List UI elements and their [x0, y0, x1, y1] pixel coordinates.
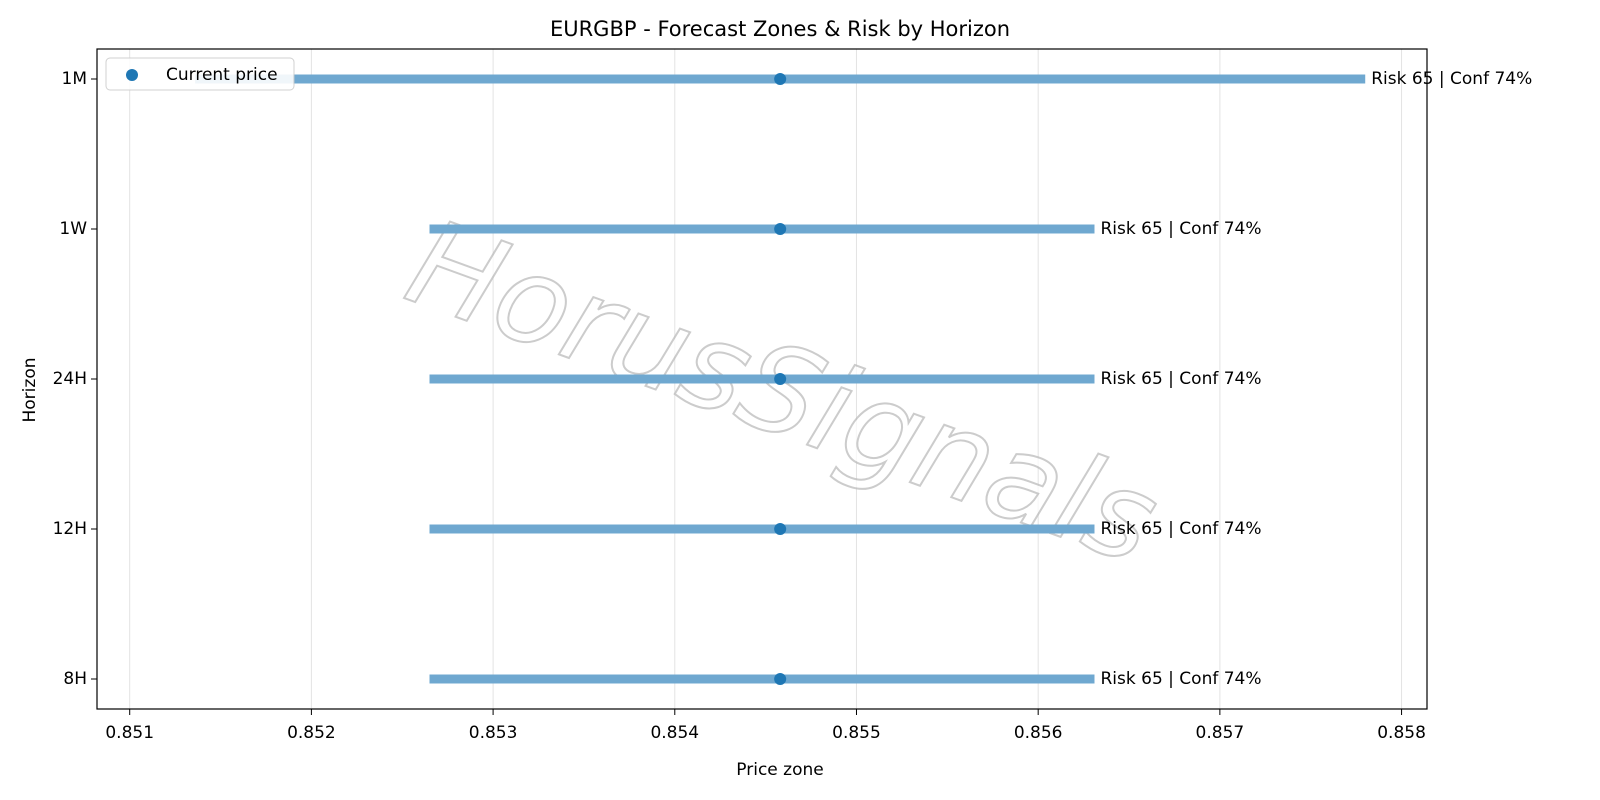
legend-box [105, 57, 295, 91]
axes-frame [96, 48, 1428, 710]
y-tick-label: 24H [53, 369, 87, 389]
legend-marker [126, 69, 138, 81]
x-tick-label: 0.854 [650, 723, 699, 743]
x-axis-label: Price zone [736, 760, 823, 780]
annotation: Risk 65 | Conf 74% [1101, 669, 1262, 689]
annotation: Risk 65 | Conf 74% [1101, 219, 1262, 239]
current-price [774, 673, 787, 685]
x-tick-label: 0.851 [105, 723, 154, 743]
annotation: Risk 65 | Conf 74% [1101, 519, 1262, 539]
current-price [774, 73, 787, 85]
y-axis-label: Horizon [20, 358, 40, 423]
x-tick-label: 0.856 [1014, 723, 1063, 743]
x-tick-label: 0.858 [1377, 723, 1426, 743]
y-tick-label: 8H [63, 669, 87, 689]
x-tick-label: 0.853 [469, 723, 518, 743]
y-tick-label: 12H [53, 519, 87, 539]
legend: Current price [105, 57, 295, 91]
current-price [774, 523, 787, 535]
chart-title: EURGBP - Forecast Zones & Risk by Horizo… [550, 17, 1010, 41]
annotation: Risk 65 | Conf 74% [1101, 369, 1262, 389]
x-tick-label: 0.852 [287, 723, 336, 743]
current-price [774, 223, 787, 235]
x-tick-label: 0.855 [832, 723, 881, 743]
plot-area: 0.851 0.852 0.853 0.854 0.855 0.856 0.857 0.858… [53, 49, 1532, 743]
current-price [774, 373, 787, 385]
x-tick-label: 0.857 [1196, 723, 1245, 743]
annotation: Risk 65 | Conf 74% [1371, 69, 1532, 89]
legend-label: Current price [166, 65, 278, 85]
y-tick-label: 1W [59, 219, 87, 239]
y-tick-label: 1M [62, 69, 87, 89]
